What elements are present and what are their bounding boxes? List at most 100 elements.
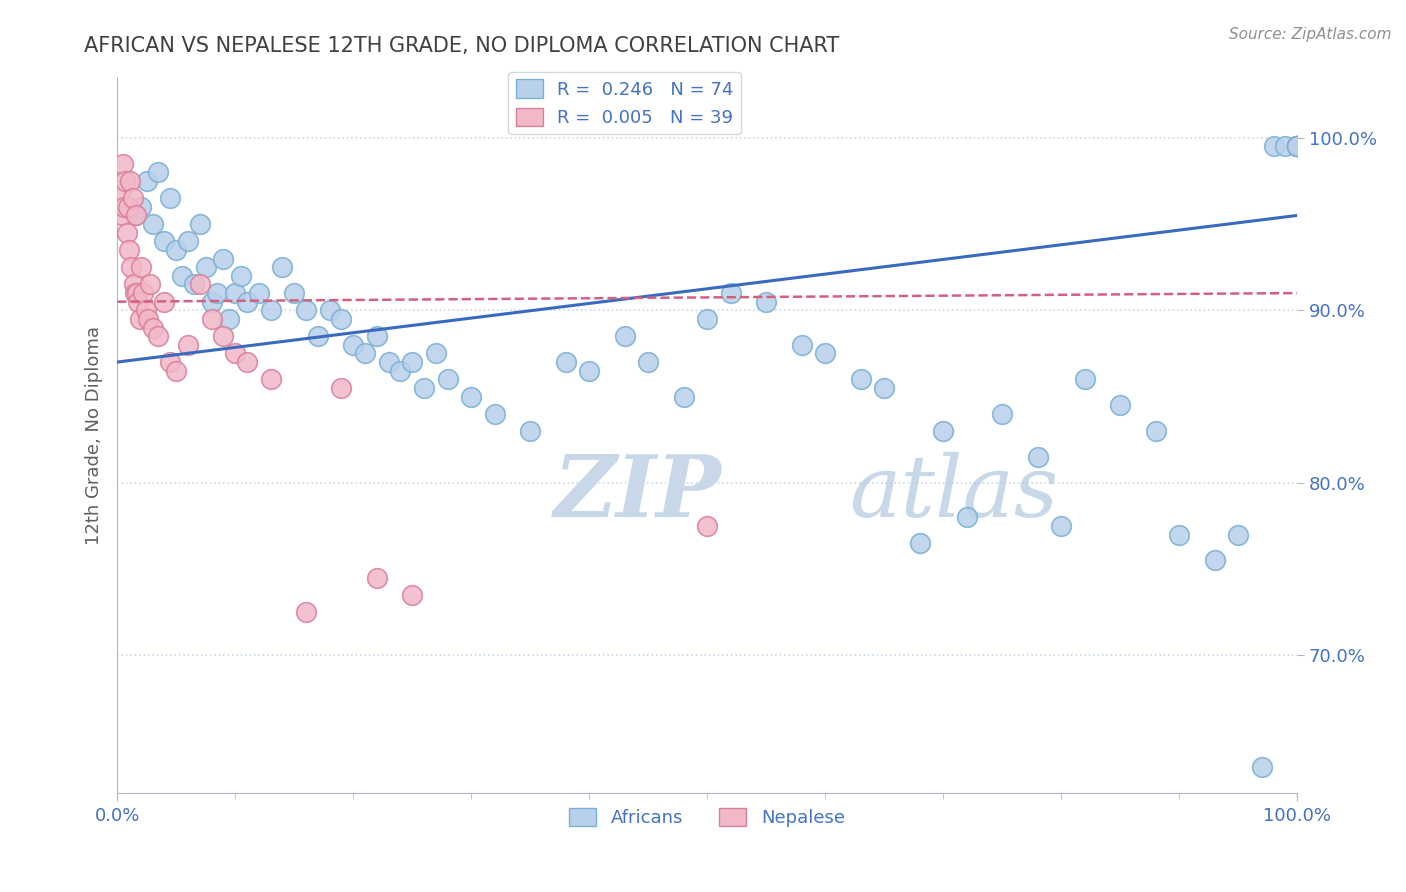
Point bbox=[207, 286, 229, 301]
Point bbox=[142, 320, 165, 334]
Point bbox=[218, 312, 240, 326]
Point bbox=[366, 571, 388, 585]
Point bbox=[212, 252, 235, 266]
Point bbox=[377, 355, 399, 369]
Point bbox=[873, 381, 896, 395]
Point bbox=[814, 346, 837, 360]
Point bbox=[111, 209, 134, 223]
Point bbox=[1286, 139, 1309, 153]
Point bbox=[115, 226, 138, 240]
Point bbox=[124, 286, 146, 301]
Point bbox=[120, 174, 142, 188]
Point bbox=[177, 235, 200, 249]
Point bbox=[401, 355, 423, 369]
Point bbox=[110, 183, 132, 197]
Point bbox=[672, 390, 695, 404]
Point bbox=[519, 424, 541, 438]
Point bbox=[224, 346, 246, 360]
Point bbox=[956, 510, 979, 524]
Point bbox=[366, 329, 388, 343]
Point bbox=[132, 286, 155, 301]
Point bbox=[135, 174, 157, 188]
Point bbox=[389, 364, 412, 378]
Point bbox=[122, 277, 145, 292]
Point bbox=[554, 355, 576, 369]
Point bbox=[991, 407, 1014, 421]
Point bbox=[1168, 527, 1191, 541]
Text: Source: ZipAtlas.com: Source: ZipAtlas.com bbox=[1229, 27, 1392, 42]
Point bbox=[425, 346, 447, 360]
Text: atlas: atlas bbox=[849, 451, 1057, 534]
Point bbox=[259, 372, 281, 386]
Point bbox=[159, 355, 181, 369]
Point bbox=[236, 355, 259, 369]
Point bbox=[1250, 760, 1272, 774]
Point bbox=[932, 424, 955, 438]
Point bbox=[117, 200, 139, 214]
Point bbox=[1286, 139, 1309, 153]
Point bbox=[1204, 553, 1226, 567]
Point bbox=[118, 243, 141, 257]
Point bbox=[1026, 450, 1049, 464]
Point bbox=[484, 407, 506, 421]
Point bbox=[183, 277, 205, 292]
Point bbox=[165, 364, 187, 378]
Point bbox=[112, 200, 135, 214]
Point bbox=[153, 294, 176, 309]
Point bbox=[159, 191, 181, 205]
Point bbox=[271, 260, 294, 275]
Point bbox=[1286, 139, 1309, 153]
Point bbox=[127, 286, 149, 301]
Point bbox=[1109, 398, 1132, 412]
Point bbox=[212, 329, 235, 343]
Point bbox=[330, 312, 353, 326]
Point bbox=[696, 519, 718, 533]
Point bbox=[849, 372, 872, 386]
Point bbox=[318, 303, 340, 318]
Point bbox=[121, 191, 143, 205]
Point bbox=[908, 536, 931, 550]
Point bbox=[129, 260, 152, 275]
Point bbox=[200, 294, 222, 309]
Point bbox=[1286, 139, 1309, 153]
Point bbox=[188, 217, 211, 231]
Point bbox=[436, 372, 458, 386]
Point bbox=[172, 268, 194, 283]
Point bbox=[139, 277, 162, 292]
Point bbox=[283, 286, 305, 301]
Point bbox=[401, 588, 423, 602]
Point bbox=[114, 174, 136, 188]
Point bbox=[1286, 139, 1309, 153]
Point bbox=[112, 157, 135, 171]
Point bbox=[1286, 139, 1309, 153]
Point bbox=[1050, 519, 1073, 533]
Point bbox=[120, 260, 142, 275]
Point bbox=[236, 294, 259, 309]
Point bbox=[1227, 527, 1250, 541]
Point bbox=[136, 312, 159, 326]
Point bbox=[720, 286, 742, 301]
Text: ZIP: ZIP bbox=[554, 451, 721, 534]
Point bbox=[696, 312, 718, 326]
Point bbox=[1274, 139, 1296, 153]
Point bbox=[148, 165, 170, 179]
Legend: Africans, Nepalese: Africans, Nepalese bbox=[562, 801, 852, 834]
Point bbox=[1144, 424, 1167, 438]
Point bbox=[354, 346, 377, 360]
Point bbox=[755, 294, 778, 309]
Point bbox=[247, 286, 270, 301]
Point bbox=[1263, 139, 1285, 153]
Point bbox=[127, 294, 149, 309]
Point bbox=[1074, 372, 1097, 386]
Point bbox=[578, 364, 600, 378]
Point bbox=[307, 329, 329, 343]
Point bbox=[142, 217, 165, 231]
Point bbox=[1286, 139, 1309, 153]
Point bbox=[134, 303, 156, 318]
Y-axis label: 12th Grade, No Diploma: 12th Grade, No Diploma bbox=[86, 326, 103, 545]
Point bbox=[330, 381, 353, 395]
Point bbox=[194, 260, 217, 275]
Point bbox=[188, 277, 211, 292]
Point bbox=[177, 338, 200, 352]
Point bbox=[295, 605, 318, 619]
